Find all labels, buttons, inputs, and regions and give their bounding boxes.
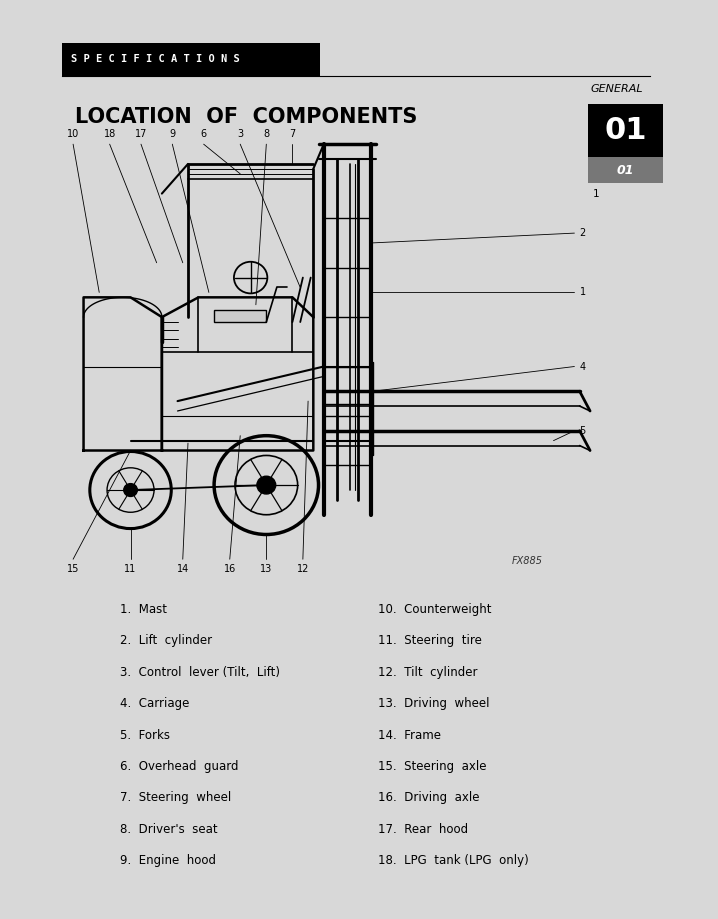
Text: 5.  Forks: 5. Forks xyxy=(120,729,170,742)
Text: 16: 16 xyxy=(223,564,236,574)
Text: 15.  Steering  axle: 15. Steering axle xyxy=(378,760,487,773)
Text: 3.  Control  lever (Tilt,  Lift): 3. Control lever (Tilt, Lift) xyxy=(120,665,280,679)
Text: FX885: FX885 xyxy=(512,556,543,566)
Text: 17.  Rear  hood: 17. Rear hood xyxy=(378,823,469,836)
Text: 7: 7 xyxy=(289,130,296,140)
Text: 16.  Driving  axle: 16. Driving axle xyxy=(378,791,480,804)
Text: 1: 1 xyxy=(579,288,586,298)
Text: 2: 2 xyxy=(579,228,586,238)
Text: LOCATION  OF  COMPONENTS: LOCATION OF COMPONENTS xyxy=(75,107,417,127)
Text: 10.  Counterweight: 10. Counterweight xyxy=(378,603,492,616)
Text: 14: 14 xyxy=(177,564,189,574)
Text: 8.  Driver's  seat: 8. Driver's seat xyxy=(120,823,218,836)
Text: 8: 8 xyxy=(264,130,269,140)
Text: 9: 9 xyxy=(169,130,175,140)
Bar xyxy=(588,104,663,157)
Text: 7.  Steering  wheel: 7. Steering wheel xyxy=(120,791,231,804)
Text: 3: 3 xyxy=(237,130,243,140)
Text: 01: 01 xyxy=(617,164,634,176)
Text: 2.  Lift  cylinder: 2. Lift cylinder xyxy=(120,634,212,647)
Text: 6: 6 xyxy=(200,130,207,140)
Text: 14.  Frame: 14. Frame xyxy=(378,729,442,742)
Text: 18.  LPG  tank (LPG  only): 18. LPG tank (LPG only) xyxy=(378,855,529,868)
Text: 4.  Carriage: 4. Carriage xyxy=(120,698,190,710)
Text: 11: 11 xyxy=(124,564,136,574)
Text: S P E C I F I C A T I O N S: S P E C I F I C A T I O N S xyxy=(72,54,241,64)
Text: 17: 17 xyxy=(135,130,147,140)
Text: 11.  Steering  tire: 11. Steering tire xyxy=(378,634,482,647)
Text: 6.  Overhead  guard: 6. Overhead guard xyxy=(120,760,238,773)
Text: 10: 10 xyxy=(67,130,79,140)
Text: 1.  Mast: 1. Mast xyxy=(120,603,167,616)
Text: 01: 01 xyxy=(605,116,647,145)
Text: 4: 4 xyxy=(579,361,586,371)
Text: 12.  Tilt  cylinder: 12. Tilt cylinder xyxy=(378,665,478,679)
Text: 13.  Driving  wheel: 13. Driving wheel xyxy=(378,698,490,710)
Circle shape xyxy=(257,476,276,494)
Text: 12: 12 xyxy=(297,564,309,574)
Text: 9.  Engine  hood: 9. Engine hood xyxy=(120,855,216,868)
Text: 1: 1 xyxy=(593,188,600,199)
Circle shape xyxy=(123,483,137,496)
Text: GENERAL: GENERAL xyxy=(591,84,643,94)
Text: 5: 5 xyxy=(579,425,586,436)
Text: 18: 18 xyxy=(103,130,116,140)
Text: 13: 13 xyxy=(260,564,272,574)
Bar xyxy=(588,157,663,184)
Polygon shape xyxy=(214,310,266,322)
Bar xyxy=(62,43,320,75)
Text: 15: 15 xyxy=(67,564,79,574)
